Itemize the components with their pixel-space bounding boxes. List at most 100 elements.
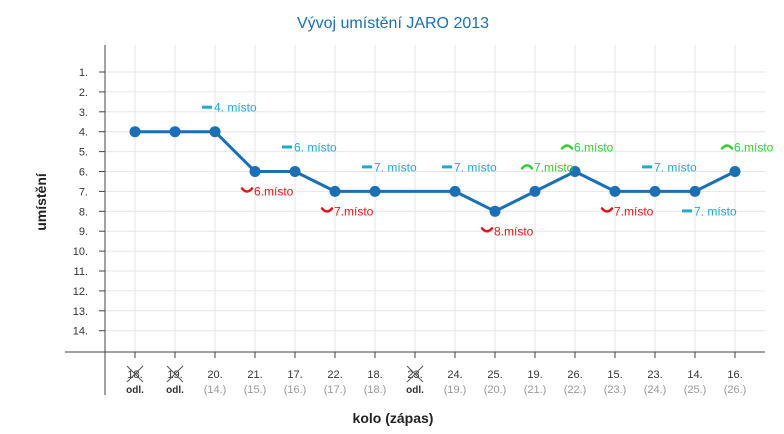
x-tick-sublabel: odl.	[406, 385, 424, 396]
data-point	[209, 126, 221, 138]
y-tick-label: 13.	[73, 306, 88, 318]
y-tick-label: 7.	[79, 186, 88, 198]
data-point	[729, 166, 741, 177]
same-dash-icon	[282, 145, 292, 149]
x-tick-sublabel: (20.)	[484, 384, 507, 396]
annotation-label: 8.místo	[494, 224, 534, 238]
y-tick-label: 11.	[74, 266, 88, 278]
annotation-same: 7. místo	[442, 160, 497, 174]
down-arrow-icon	[320, 207, 334, 213]
down-arrow-icon	[240, 187, 254, 193]
y-tick-label: 3.	[79, 107, 88, 119]
x-tick-sublabel: (18.)	[364, 384, 387, 396]
x-tick-sublabel: (16.)	[284, 384, 307, 396]
x-tick-sublabel: (25.)	[684, 384, 707, 396]
annotation-up: 6.místo	[560, 141, 614, 155]
x-tick-label: 24.	[447, 369, 462, 381]
y-tick-label: 6.	[79, 167, 88, 179]
annotation-label: 7.místo	[334, 204, 374, 218]
y-tick-label: 14.	[73, 326, 88, 338]
x-tick-label: 21.	[247, 369, 262, 381]
x-tick-sublabel: odl.	[166, 385, 184, 396]
cancelled-cross-mark	[166, 365, 184, 383]
data-point	[609, 185, 621, 197]
y-tick-label: 4.	[79, 127, 88, 139]
y-tick-label: 2.	[79, 87, 88, 99]
annotation-same: 6. místo	[282, 141, 337, 155]
annotation-label: 6. místo	[294, 141, 337, 155]
up-arrow-icon	[520, 164, 534, 170]
annotation-label: 4. místo	[214, 101, 257, 115]
x-axis-title: kolo (zápas)	[353, 410, 434, 426]
annotation-same: 7. místo	[362, 160, 417, 174]
annotation-label: 6.místo	[734, 141, 774, 155]
x-tick-sublabel: (26.)	[724, 384, 747, 396]
data-points	[129, 126, 741, 217]
annotation-up: 6.místo	[720, 141, 774, 155]
annotations: 4. místo 6.místo 6. místo 7.místo 7. místo 7.…	[202, 101, 774, 238]
annotation-same: 7. místo	[642, 160, 697, 174]
x-tick-label: 17.	[287, 369, 302, 381]
same-dash-icon	[202, 105, 212, 109]
y-tick-label: 1.	[79, 67, 88, 79]
x-tick-sublabel: (24.)	[644, 384, 667, 396]
data-point	[369, 185, 381, 197]
x-tick-sublabel: odl.	[126, 385, 144, 396]
annotation-same: 7. místo	[682, 204, 737, 218]
data-point	[689, 185, 701, 197]
same-dash-icon	[682, 209, 692, 213]
x-tick-sublabel: (19.)	[444, 384, 467, 396]
y-axis-title: umístění	[33, 172, 49, 231]
x-tick-sublabel: (21.)	[524, 384, 547, 396]
annotation-label: 7. místo	[694, 204, 737, 218]
data-point	[569, 166, 581, 177]
annotation-label: 6.místo	[574, 141, 614, 155]
down-arrow-icon	[600, 207, 614, 213]
annotation-down: 6.místo	[240, 185, 294, 199]
x-tick-label: 20.	[207, 369, 222, 381]
cancelled-cross-mark	[406, 365, 424, 383]
x-tick-label: 16.	[727, 369, 742, 381]
annotation-label: 7. místo	[454, 160, 497, 174]
x-tick-sublabel: (17.)	[324, 384, 347, 396]
data-point	[649, 185, 661, 197]
x-axis-ticks: 18. odl. 19. odl. 20. (14.) 21. (15.) 17. (16.) 22…	[126, 365, 747, 396]
x-tick-label: 19.	[527, 369, 542, 381]
annotation-label: 7.místo	[534, 160, 574, 174]
y-tick-label: 10.	[73, 246, 88, 258]
x-tick-sublabel: (14.)	[204, 384, 227, 396]
same-dash-icon	[642, 165, 652, 169]
axes	[65, 45, 765, 395]
annotation-down: 7.místo	[320, 204, 374, 218]
annotation-label: 7. místo	[654, 160, 697, 174]
data-point	[249, 166, 261, 177]
x-tick-label: 18.	[367, 369, 382, 381]
y-tick-label: 8.	[79, 206, 88, 218]
data-point	[289, 166, 301, 177]
x-tick-sublabel: (15.)	[244, 384, 267, 396]
data-point	[329, 185, 341, 197]
x-tick-label: 26.	[567, 369, 582, 381]
x-tick-label: 23.	[647, 369, 662, 381]
data-point	[129, 126, 141, 138]
x-tick-label: 14.	[687, 369, 702, 381]
cancelled-cross-mark	[126, 365, 144, 383]
x-tick-sublabel: (22.)	[564, 384, 587, 396]
y-tick-label: 5.	[79, 147, 88, 159]
annotation-down: 7.místo	[600, 204, 654, 218]
chart-title: Vývoj umístění JARO 2013	[297, 15, 489, 32]
annotation-up: 7.místo	[520, 160, 574, 174]
x-tick-label: 25.	[487, 369, 502, 381]
annotation-same: 4. místo	[202, 101, 257, 115]
data-point	[529, 185, 541, 197]
y-tick-label: 9.	[79, 226, 88, 238]
data-point	[449, 185, 461, 197]
gridlines	[105, 45, 765, 352]
down-arrow-icon	[480, 227, 494, 233]
data-point	[489, 205, 501, 217]
y-tick-label: 12.	[73, 286, 88, 298]
up-arrow-icon	[560, 144, 574, 150]
data-point	[169, 126, 181, 138]
annotation-down: 8.místo	[480, 224, 534, 238]
